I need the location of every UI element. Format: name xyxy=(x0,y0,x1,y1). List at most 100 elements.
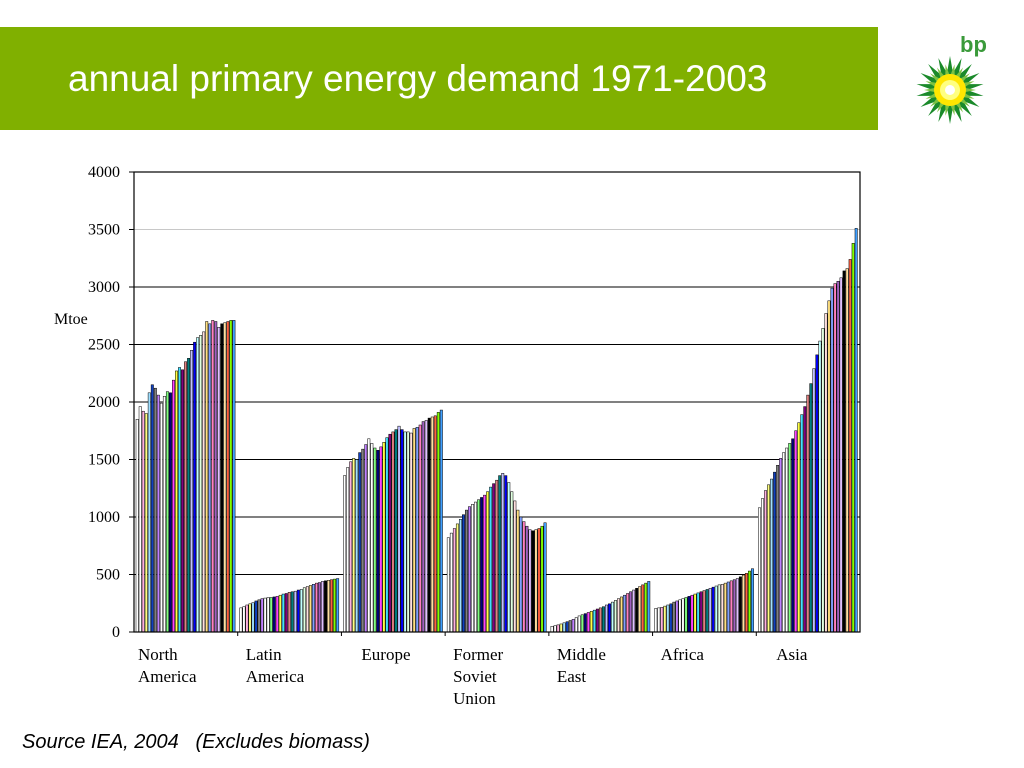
bar xyxy=(172,379,175,633)
y-tick-label: 2000 xyxy=(88,394,120,411)
bar xyxy=(534,529,538,633)
bar xyxy=(531,530,535,633)
bar xyxy=(251,602,255,633)
bar xyxy=(275,596,279,633)
bar xyxy=(601,606,605,633)
bar xyxy=(611,601,614,633)
bar xyxy=(315,582,318,633)
bar xyxy=(439,409,443,633)
bar xyxy=(385,437,389,633)
bar xyxy=(299,589,303,633)
bar xyxy=(632,589,636,633)
bar xyxy=(263,597,267,633)
bar xyxy=(678,599,682,633)
bar xyxy=(641,584,645,633)
bar xyxy=(687,596,691,633)
bar xyxy=(761,498,764,633)
x-category-label: Latin America xyxy=(246,645,305,686)
y-tick-label: 3000 xyxy=(88,279,120,296)
bar xyxy=(239,607,243,633)
bar xyxy=(269,597,273,633)
bar xyxy=(471,504,474,633)
bar xyxy=(605,604,608,633)
bar xyxy=(851,243,855,633)
bar xyxy=(717,584,721,633)
y-tick-label: 1000 xyxy=(88,509,120,526)
axes xyxy=(129,171,861,636)
bar xyxy=(785,447,789,633)
y-tick-label: 500 xyxy=(96,567,120,584)
bar xyxy=(318,582,321,633)
bar xyxy=(776,465,780,633)
bar xyxy=(568,620,572,633)
bar xyxy=(735,578,739,633)
bar xyxy=(379,446,383,633)
bar xyxy=(278,594,282,633)
bar xyxy=(287,592,291,633)
bar xyxy=(202,331,206,633)
bar xyxy=(367,438,371,633)
bar xyxy=(699,591,703,633)
bar xyxy=(382,442,386,633)
bar xyxy=(583,613,587,633)
bar xyxy=(226,321,230,633)
bar xyxy=(614,600,617,633)
bar xyxy=(782,452,786,633)
bar xyxy=(589,611,593,633)
bar xyxy=(144,413,148,633)
bar xyxy=(598,607,602,633)
bar xyxy=(510,491,514,633)
bar xyxy=(391,431,395,633)
bar xyxy=(681,598,685,633)
bar xyxy=(738,576,742,633)
bar xyxy=(141,410,145,633)
bar xyxy=(800,414,804,633)
bar xyxy=(788,443,792,633)
bar xyxy=(672,601,676,633)
bar xyxy=(433,415,437,633)
bar xyxy=(528,529,532,633)
title-band: annual primary energy demand 1971-2003 xyxy=(0,27,878,130)
bar xyxy=(617,598,621,633)
bar xyxy=(592,609,596,633)
bar xyxy=(690,594,694,633)
bar xyxy=(150,384,154,633)
bar xyxy=(660,607,664,633)
bar xyxy=(214,321,218,633)
bar xyxy=(741,574,745,633)
bar xyxy=(293,590,297,633)
bar xyxy=(580,614,584,633)
bar xyxy=(550,626,554,633)
bar xyxy=(424,420,428,633)
bar xyxy=(336,578,340,633)
bar xyxy=(767,484,771,633)
bar xyxy=(635,588,639,633)
bar xyxy=(468,506,471,633)
y-tick-label: 0 xyxy=(112,624,120,641)
bar xyxy=(726,581,730,633)
bar xyxy=(184,361,188,633)
bar xyxy=(302,587,306,633)
bar xyxy=(452,528,456,633)
bar xyxy=(418,424,422,633)
bar xyxy=(208,323,212,633)
bar xyxy=(751,568,754,633)
bar xyxy=(400,429,404,633)
bar xyxy=(446,537,450,633)
bar xyxy=(720,584,724,633)
bar xyxy=(565,621,569,633)
bar xyxy=(806,394,810,633)
bar xyxy=(248,603,252,633)
bar xyxy=(153,387,157,633)
bar xyxy=(465,509,468,633)
bar xyxy=(458,519,462,633)
plot-frame xyxy=(133,171,861,633)
bar xyxy=(758,507,761,633)
bar xyxy=(373,447,377,633)
bar xyxy=(193,341,197,633)
bar xyxy=(364,444,368,633)
bar xyxy=(284,593,288,633)
bar xyxy=(504,475,508,633)
bar xyxy=(854,228,858,633)
bar xyxy=(388,433,392,633)
